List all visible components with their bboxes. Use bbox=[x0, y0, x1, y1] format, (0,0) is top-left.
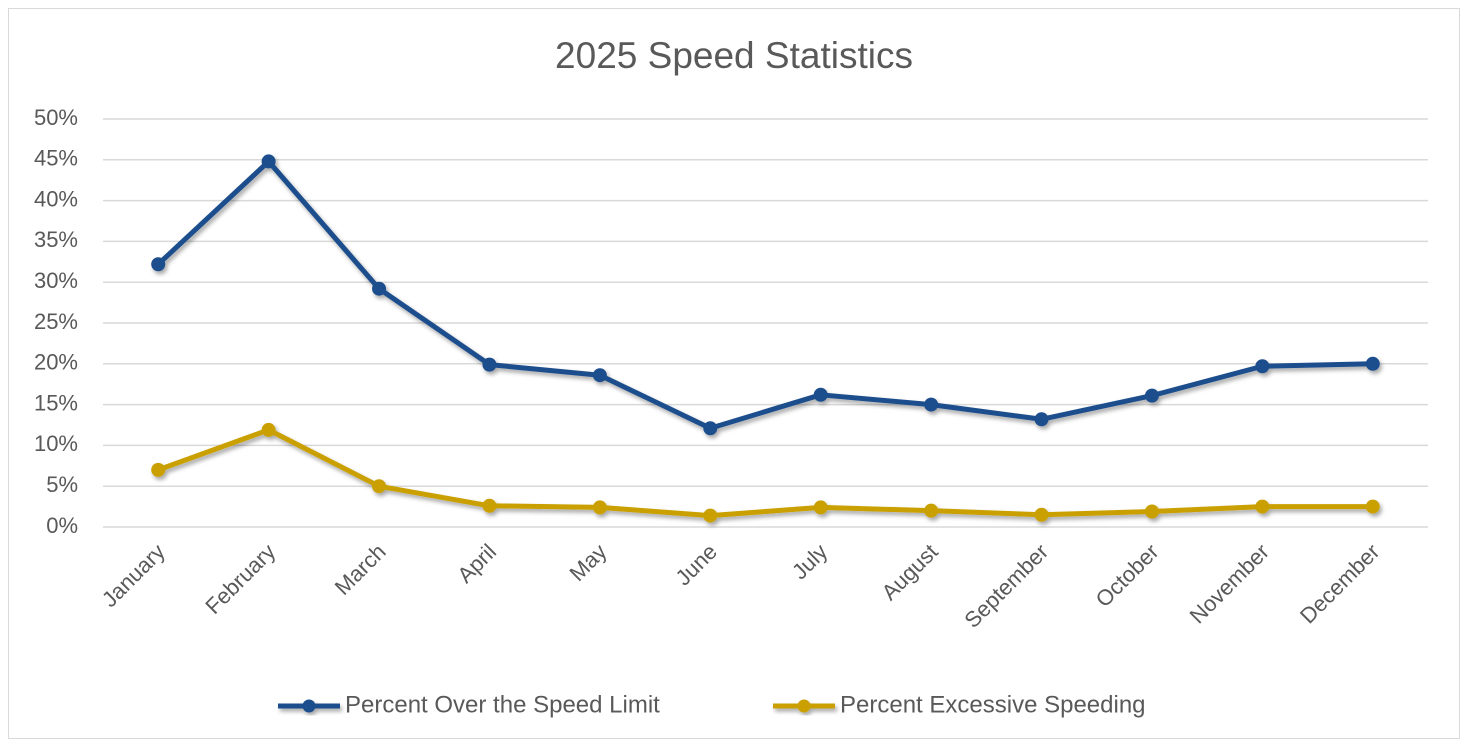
marker bbox=[261, 154, 276, 169]
marker bbox=[703, 421, 718, 436]
marker bbox=[372, 281, 387, 296]
marker bbox=[924, 503, 939, 518]
y-tick-label: 20% bbox=[34, 350, 78, 375]
marker bbox=[1144, 504, 1159, 519]
y-tick-label: 10% bbox=[34, 431, 78, 456]
legend-marker bbox=[797, 699, 811, 713]
marker bbox=[151, 462, 166, 477]
y-tick-label: 40% bbox=[34, 186, 78, 211]
series bbox=[151, 154, 1380, 436]
legend-marker bbox=[302, 699, 316, 713]
marker bbox=[703, 508, 718, 523]
y-tick-label: 0% bbox=[46, 513, 78, 538]
marker bbox=[1365, 356, 1380, 371]
chart-title: 2025 Speed Statistics bbox=[555, 35, 913, 76]
y-tick-label: 45% bbox=[34, 146, 78, 171]
marker bbox=[482, 357, 497, 372]
marker bbox=[1034, 507, 1049, 522]
y-tick-label: 5% bbox=[46, 472, 78, 497]
marker bbox=[813, 500, 828, 515]
y-tick-label: 35% bbox=[34, 227, 78, 252]
y-tick-label: 25% bbox=[34, 309, 78, 334]
series bbox=[151, 422, 1380, 523]
marker bbox=[372, 479, 387, 494]
legend-label: Percent Excessive Speeding bbox=[840, 691, 1146, 718]
marker bbox=[592, 368, 607, 383]
marker bbox=[1034, 412, 1049, 427]
marker bbox=[1365, 499, 1380, 514]
y-tick-label: 15% bbox=[34, 390, 78, 415]
marker bbox=[592, 500, 607, 515]
marker bbox=[813, 387, 828, 402]
y-tick-label: 30% bbox=[34, 268, 78, 293]
legend-entry bbox=[773, 699, 835, 713]
marker bbox=[482, 498, 497, 513]
marker bbox=[1255, 359, 1270, 374]
legend-entry bbox=[278, 699, 340, 713]
y-tick-label: 50% bbox=[34, 105, 78, 130]
line bbox=[157, 427, 1373, 519]
line bbox=[156, 158, 1373, 431]
marker bbox=[151, 257, 166, 272]
chart-border bbox=[8, 8, 1460, 739]
marker bbox=[924, 397, 939, 412]
legend-label: Percent Over the Speed Limit bbox=[345, 691, 660, 718]
marker bbox=[261, 422, 276, 437]
marker bbox=[1144, 388, 1159, 403]
marker bbox=[1255, 499, 1270, 514]
